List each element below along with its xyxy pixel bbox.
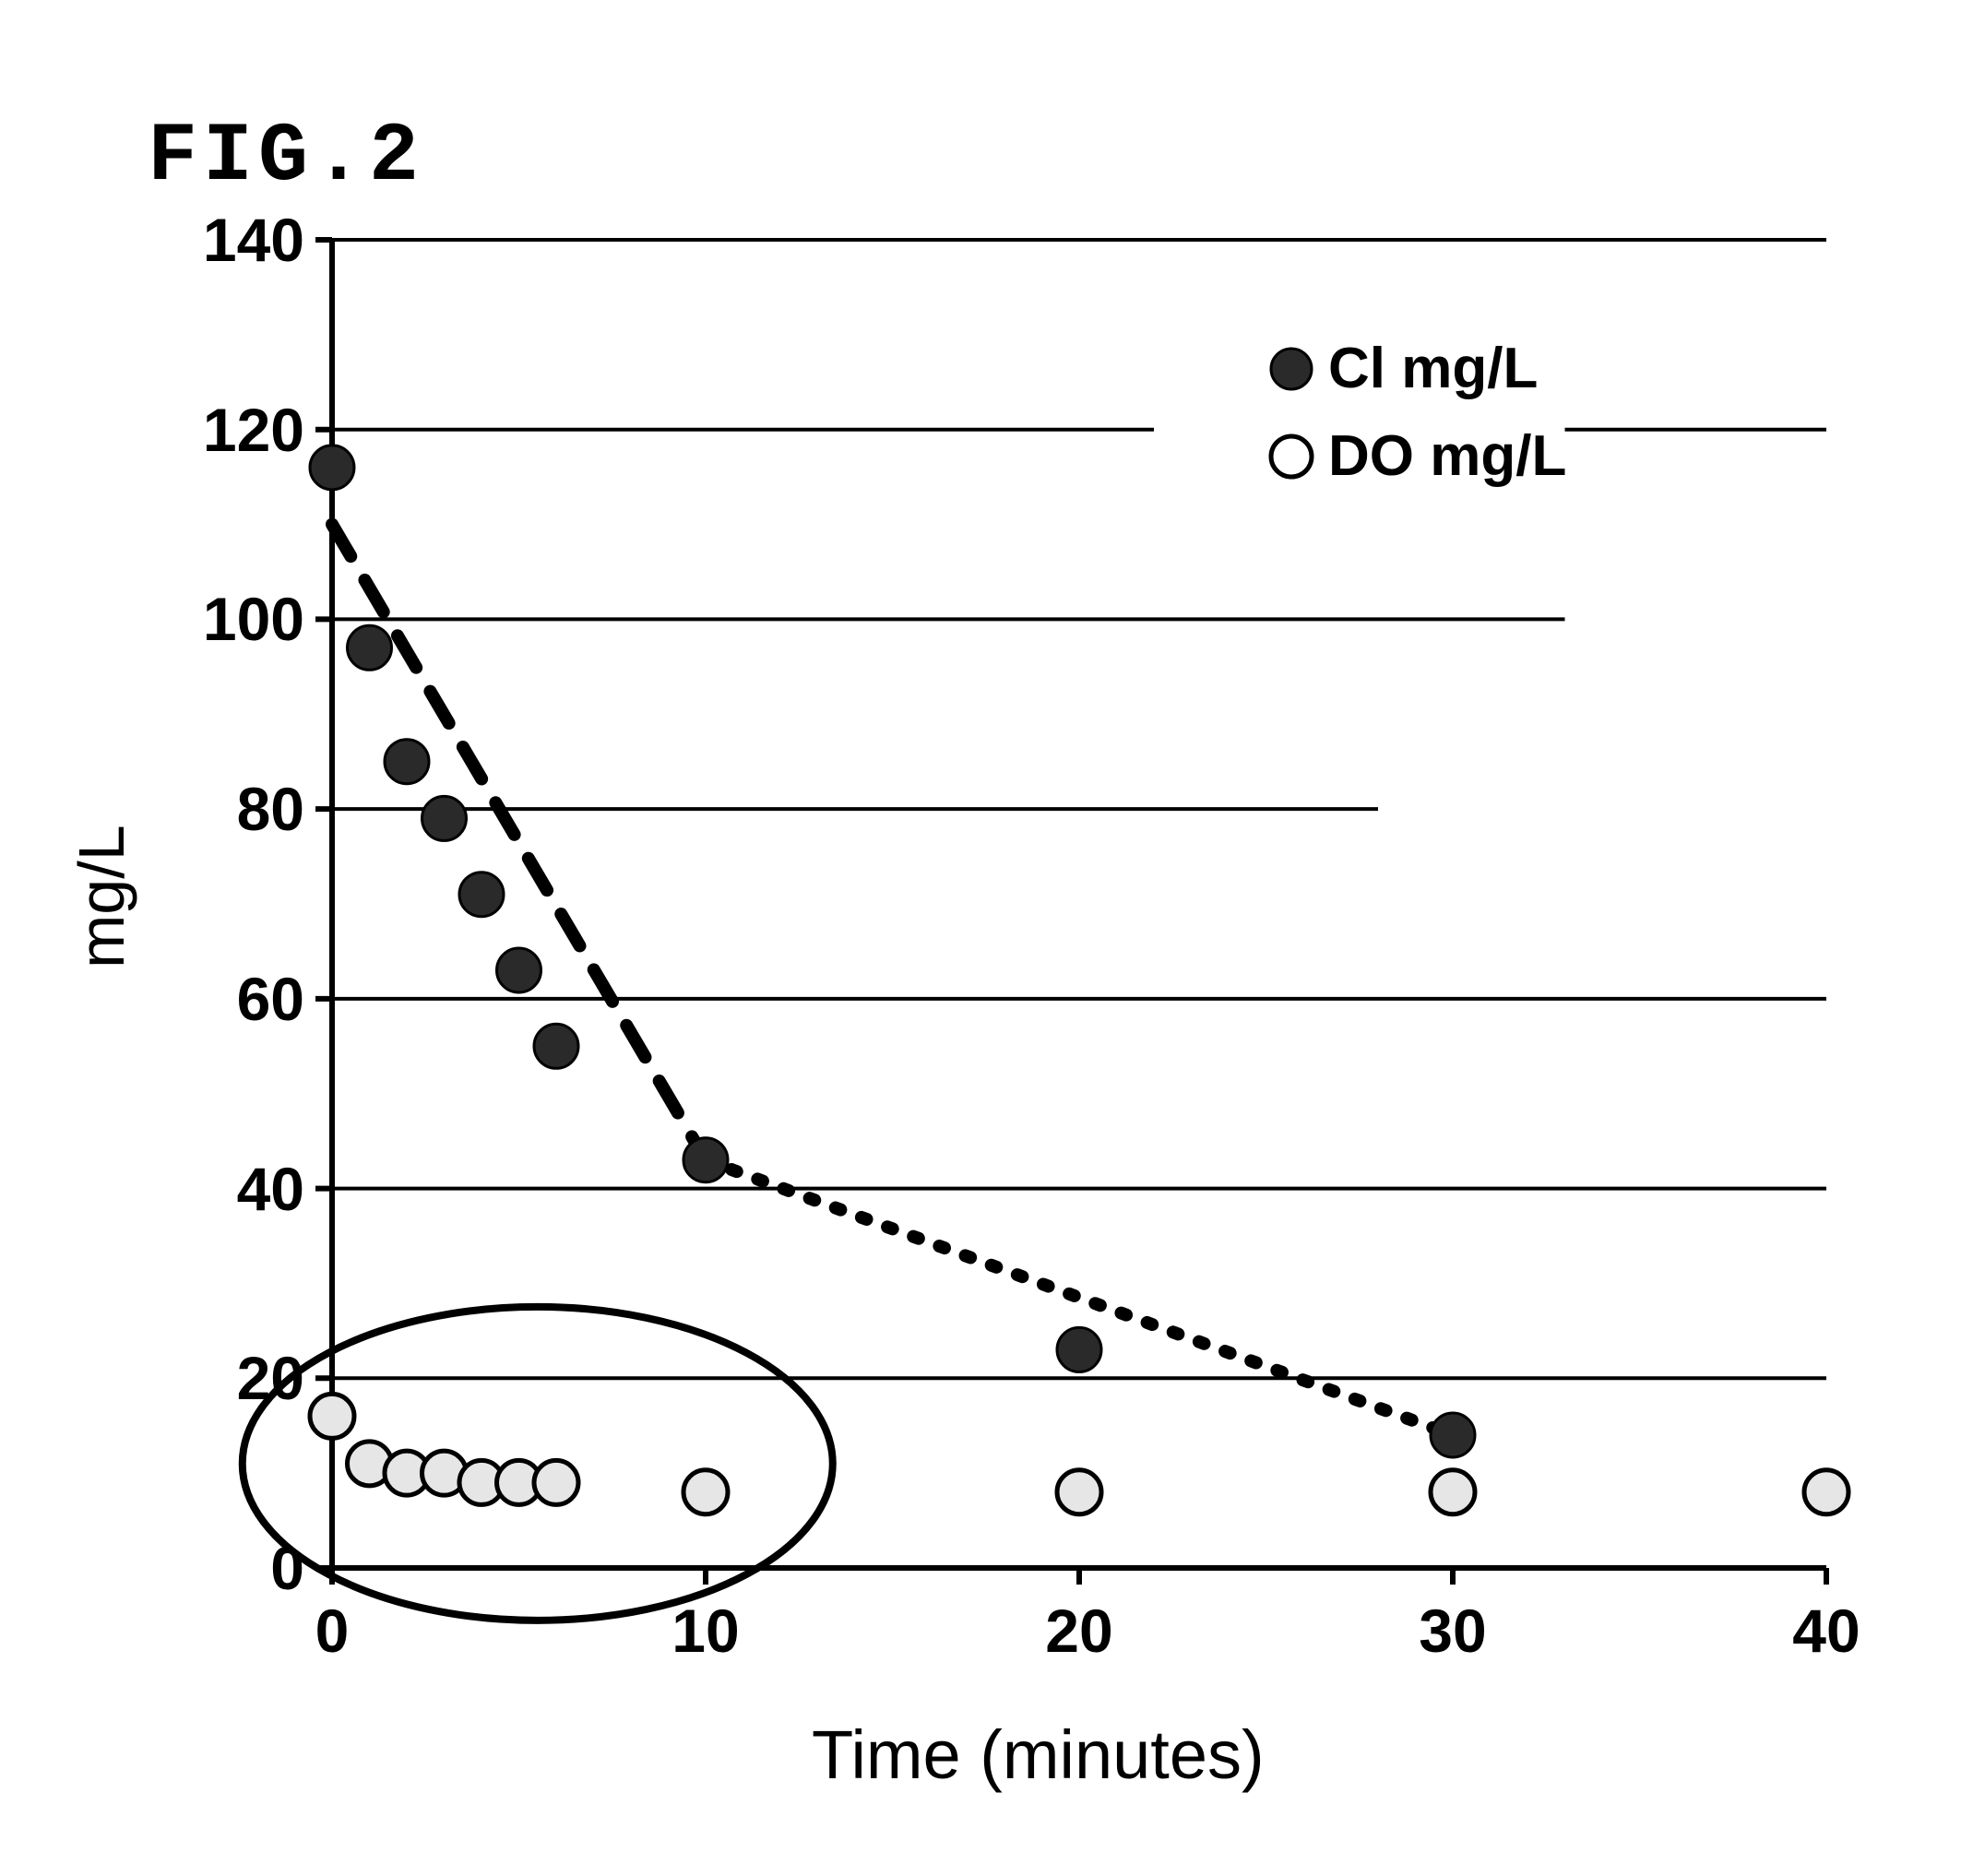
x-tick-label: 20 — [1033, 1596, 1125, 1666]
y-tick-label: 40 — [184, 1154, 304, 1224]
data-point — [1431, 1470, 1475, 1514]
data-point — [683, 1470, 728, 1514]
data-point — [534, 1024, 578, 1068]
data-point — [497, 948, 541, 992]
legend-marker — [1271, 349, 1312, 389]
data-point — [310, 1394, 354, 1438]
data-point — [310, 445, 354, 490]
x-tick-label: 40 — [1780, 1596, 1872, 1666]
x-tick-label: 10 — [660, 1596, 752, 1666]
x-tick-label: 0 — [286, 1596, 378, 1666]
y-tick-label: 120 — [184, 395, 304, 465]
data-point — [1804, 1470, 1848, 1514]
y-tick-label: 60 — [184, 964, 304, 1034]
data-point — [683, 1138, 728, 1182]
data-point — [1057, 1327, 1101, 1371]
data-point — [348, 625, 392, 670]
legend-marker — [1271, 436, 1312, 477]
y-tick-label: 80 — [184, 774, 304, 844]
y-tick-label: 100 — [184, 584, 304, 654]
x-axis-label: Time (minutes) — [812, 1716, 1265, 1794]
y-tick-label: 140 — [184, 205, 304, 275]
data-point — [534, 1460, 578, 1504]
y-tick-label: 20 — [184, 1343, 304, 1413]
data-point — [1431, 1413, 1475, 1457]
data-point — [422, 796, 467, 840]
trend-line — [706, 1160, 1453, 1435]
y-axis-label: mg/L — [65, 825, 138, 968]
y-tick-label: 0 — [184, 1533, 304, 1603]
data-point — [385, 740, 429, 784]
x-tick-label: 30 — [1407, 1596, 1499, 1666]
data-point — [1057, 1470, 1101, 1514]
legend-label: Cl mg/L — [1328, 336, 1538, 401]
page: FIG.2 mg/L Time (minutes) 02040608010012… — [0, 0, 1961, 1876]
legend-label: DO mg/L — [1328, 423, 1566, 489]
data-point — [459, 873, 504, 917]
